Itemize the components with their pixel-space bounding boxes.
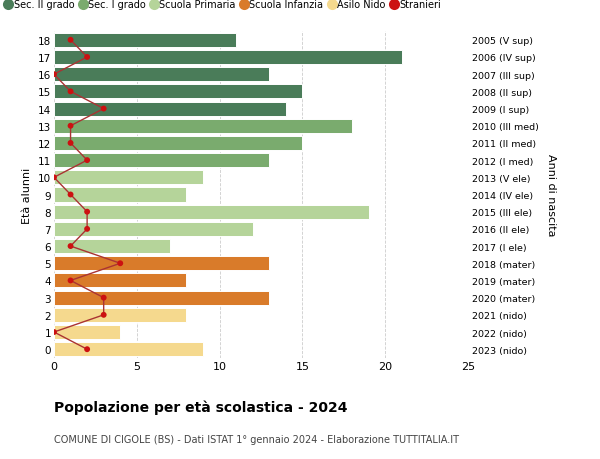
Bar [54,51,402,65]
Bar [54,325,120,339]
Bar [54,291,269,305]
Y-axis label: Anni di nascita: Anni di nascita [546,154,556,236]
Point [49,174,59,182]
Y-axis label: Età alunni: Età alunni [22,167,32,223]
Point [66,37,76,45]
Point [66,140,76,147]
Point [49,71,59,78]
Bar [54,205,368,219]
Bar [54,274,187,288]
Point [66,123,76,130]
Point [99,106,109,113]
Point [82,157,92,164]
Bar [54,188,187,202]
Point [115,260,125,267]
Point [66,277,76,285]
Point [66,89,76,96]
Point [82,54,92,62]
Bar [54,34,236,48]
Bar [54,222,253,236]
Point [66,191,76,199]
Bar [54,102,286,116]
Bar [54,171,203,185]
Bar [54,119,352,134]
Bar [54,342,203,357]
Bar [54,85,302,99]
Legend: Sec. II grado, Sec. I grado, Scuola Primaria, Scuola Infanzia, Asilo Nido, Stran: Sec. II grado, Sec. I grado, Scuola Prim… [6,0,441,10]
Point [99,294,109,302]
Text: COMUNE DI CIGOLE (BS) - Dati ISTAT 1° gennaio 2024 - Elaborazione TUTTITALIA.IT: COMUNE DI CIGOLE (BS) - Dati ISTAT 1° ge… [54,434,459,444]
Bar [54,257,269,271]
Point [82,346,92,353]
Point [82,226,92,233]
Text: Popolazione per età scolastica - 2024: Popolazione per età scolastica - 2024 [54,399,347,414]
Bar [54,240,170,253]
Point [99,312,109,319]
Point [82,208,92,216]
Bar [54,137,302,151]
Point [49,329,59,336]
Bar [54,68,269,82]
Bar [54,154,269,168]
Bar [54,308,187,322]
Point [66,243,76,250]
